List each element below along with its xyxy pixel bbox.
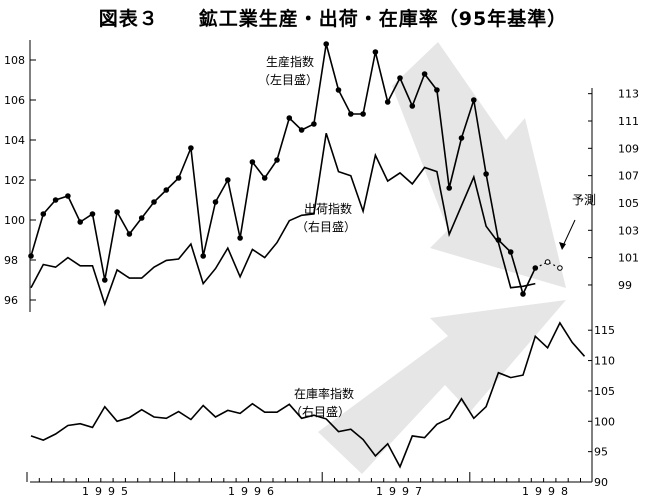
inventory-tick-label: 95 <box>594 446 608 459</box>
left-tick-label: 98 <box>4 254 18 267</box>
production-point <box>483 171 489 177</box>
production-point <box>335 87 342 93</box>
forecast-point <box>544 259 551 265</box>
production-point <box>409 103 416 109</box>
right-axis-ticks-inventory: 90 95 100 105 110 115 <box>588 324 615 489</box>
production-point <box>458 135 465 141</box>
production-point <box>89 211 96 217</box>
x-axis-ticks <box>26 472 581 482</box>
production-point <box>471 97 477 103</box>
left-tick-label: 102 <box>4 174 25 187</box>
year-label-1996: 1996 <box>228 485 280 498</box>
production-series-markers <box>28 41 539 297</box>
production-point <box>286 115 293 121</box>
production-point <box>151 199 157 205</box>
production-point <box>163 187 170 193</box>
production-point <box>102 277 108 283</box>
production-point <box>446 185 453 191</box>
production-scale-note: （左目盛） <box>258 72 318 87</box>
left-tick-label: 104 <box>4 134 25 147</box>
production-point <box>348 111 354 117</box>
inventory-tick-label: 110 <box>594 355 615 368</box>
forecast-pointer-arrow <box>561 219 576 249</box>
production-point <box>520 291 526 297</box>
production-point <box>175 175 182 181</box>
shipment-tick-label: 111 <box>618 115 639 128</box>
left-tick-label: 108 <box>4 54 25 67</box>
shipment-tick-label: 113 <box>618 88 639 101</box>
shipment-tick-label: 107 <box>618 170 639 183</box>
production-point <box>384 99 391 105</box>
shipment-tick-label: 103 <box>618 224 639 237</box>
production-point <box>372 49 379 55</box>
year-label-1998: 1998 <box>522 485 574 498</box>
production-point <box>225 177 231 183</box>
left-tick-label: 106 <box>4 94 25 107</box>
shipment-series-line <box>30 133 536 307</box>
inventory-tick-label: 105 <box>594 385 615 398</box>
chart-title: 図表３ 鉱工業生産・出荷・在庫率（95年基準） <box>98 8 568 30</box>
production-forecast-markers <box>544 259 563 271</box>
shipment-tick-label: 109 <box>618 142 639 155</box>
inventory-label: 在庫率指数 <box>294 386 354 401</box>
production-point <box>212 199 219 205</box>
production-point <box>274 157 280 163</box>
production-point <box>360 111 366 117</box>
downtrend-arrow <box>392 42 566 288</box>
forecast-point <box>557 265 563 271</box>
production-label: 生産指数 <box>266 54 314 69</box>
uptrend-arrow <box>318 300 566 474</box>
production-point <box>249 159 256 165</box>
production-point <box>421 71 428 77</box>
production-point <box>65 193 71 199</box>
left-tick-label: 100 <box>4 214 25 227</box>
production-point <box>188 145 194 151</box>
production-point <box>77 219 83 225</box>
forecast-pointer-arrowhead <box>559 242 566 250</box>
production-point <box>434 87 440 93</box>
left-axis-ticks: 96 98 100 102 104 106 108 <box>4 54 36 307</box>
production-point <box>200 253 206 259</box>
production-point <box>507 249 514 255</box>
production-series-line <box>30 43 537 297</box>
year-label-1997: 1997 <box>376 485 428 498</box>
production-point <box>28 253 34 259</box>
production-point <box>138 215 145 221</box>
production-point <box>237 235 243 241</box>
shipment-label: 出荷指数 <box>304 201 352 216</box>
inventory-scale-note: （右目盛） <box>290 404 350 419</box>
production-point <box>52 197 59 203</box>
right-axis-ticks-shipment: 99 101 103 105 107 109 111 113 <box>588 88 639 292</box>
inventory-tick-label: 100 <box>594 415 615 428</box>
production-point <box>311 121 317 127</box>
production-point <box>126 231 133 237</box>
production-point <box>114 209 120 215</box>
year-label-1995: 1995 <box>82 485 134 498</box>
shipment-tick-label: 105 <box>618 197 639 210</box>
inventory-tick-label: 90 <box>594 476 608 489</box>
left-tick-label: 96 <box>4 294 18 307</box>
forecast-label: 予測 <box>572 193 596 207</box>
production-point <box>298 127 305 133</box>
production-point <box>40 211 47 217</box>
inventory-series-line <box>30 321 586 469</box>
production-point <box>261 175 268 181</box>
shipment-scale-note: （右目盛） <box>296 219 356 234</box>
production-point <box>397 75 403 81</box>
production-point <box>323 41 330 47</box>
shipment-tick-label: 99 <box>618 279 632 292</box>
inventory-tick-label: 115 <box>594 324 615 337</box>
shipment-tick-label: 101 <box>618 252 639 265</box>
